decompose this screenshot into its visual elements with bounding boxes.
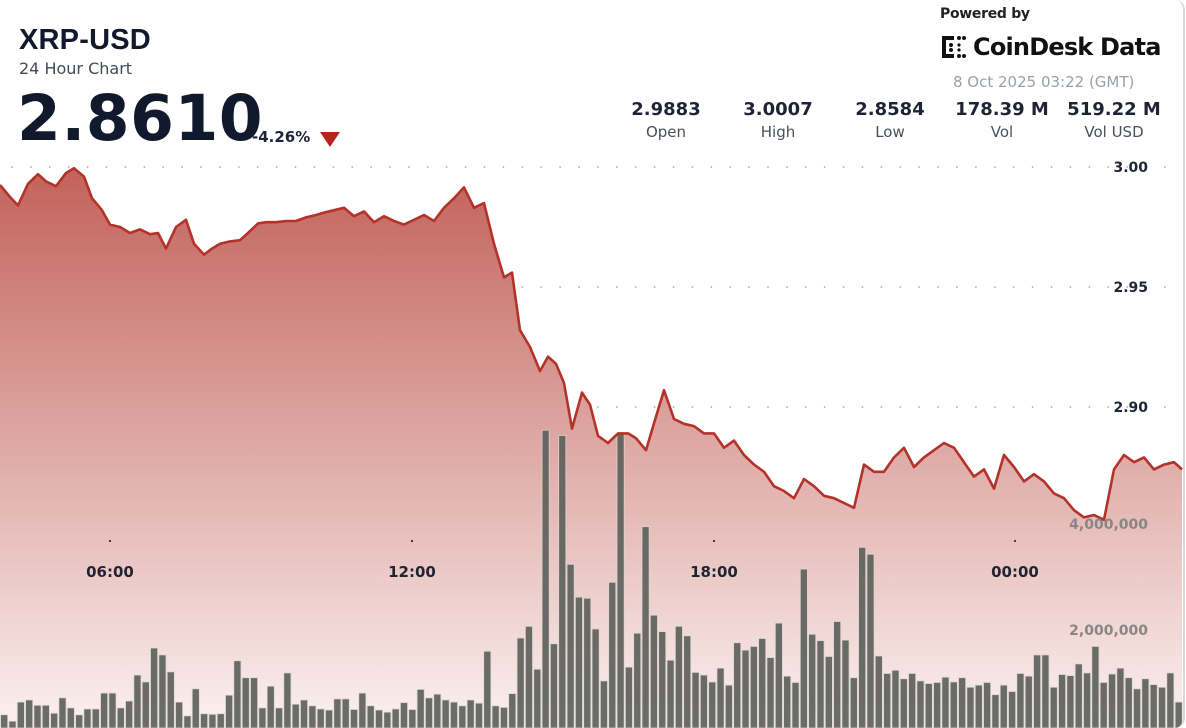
svg-text:2.95: 2.95 [1113,280,1148,296]
price-change-percent: -4.26% [252,128,311,146]
svg-text:3.00: 3.00 [1113,160,1148,176]
stat-vol: 178.39 M Vol [946,99,1058,141]
price-area-fill [0,168,1182,728]
down-triangle-icon [320,132,340,147]
coindesk-logo-icon [942,36,966,58]
svg-text:06:00: 06:00 [86,563,134,581]
stat-label: Vol USD [1084,123,1144,141]
stat-value: 2.9883 [631,99,701,120]
powered-by-label: Powered by [940,6,1030,22]
stat-open: 2.9883 Open [610,99,722,141]
stat-value: 178.39 M [955,99,1049,120]
timestamp: 8 Oct 2025 03:22 (GMT) [953,73,1135,91]
chart-subtitle: 24 Hour Chart [19,59,133,78]
brand-name: CoinDesk Data [973,33,1161,61]
stat-low: 2.8584 Low [834,99,946,141]
axis-labels: 3.00 2.95 2.90 4,000,000 2,000,000 06:00 12:00… [86,160,1148,639]
svg-text:18:00: 18:00 [690,563,738,581]
stat-label: High [760,123,796,141]
price-line [0,166,1183,522]
svg-text:4,000,000: 4,000,000 [1069,517,1148,533]
stat-label: Vol [990,123,1014,141]
page-title: XRP-USD [19,24,151,56]
svg-text:00:00: 00:00 [991,563,1039,581]
svg-text:2,000,000: 2,000,000 [1069,623,1148,639]
current-price: 2.8610 [17,82,264,155]
svg-text:12:00: 12:00 [388,563,436,581]
price-volume-chart[interactable]: 3.00 2.95 2.90 4,000,000 2,000,000 06:00 12:00… [0,150,1183,728]
stats-row: 2.9883 Open 3.0007 High 2.8584 Low 178.3… [610,99,1170,141]
stat-value: 2.8584 [855,99,925,120]
coindesk-data-logo: CoinDesk Data [940,33,1161,61]
svg-text:2.90: 2.90 [1113,400,1148,416]
stat-vol-usd: 519.22 M Vol USD [1058,99,1170,141]
stat-value: 3.0007 [743,99,813,120]
stat-label: Open [645,123,687,141]
stat-value: 519.22 M [1067,99,1161,120]
volume-bars [0,429,1183,728]
stat-label: Low [875,123,905,141]
stat-high: 3.0007 High [722,99,834,141]
